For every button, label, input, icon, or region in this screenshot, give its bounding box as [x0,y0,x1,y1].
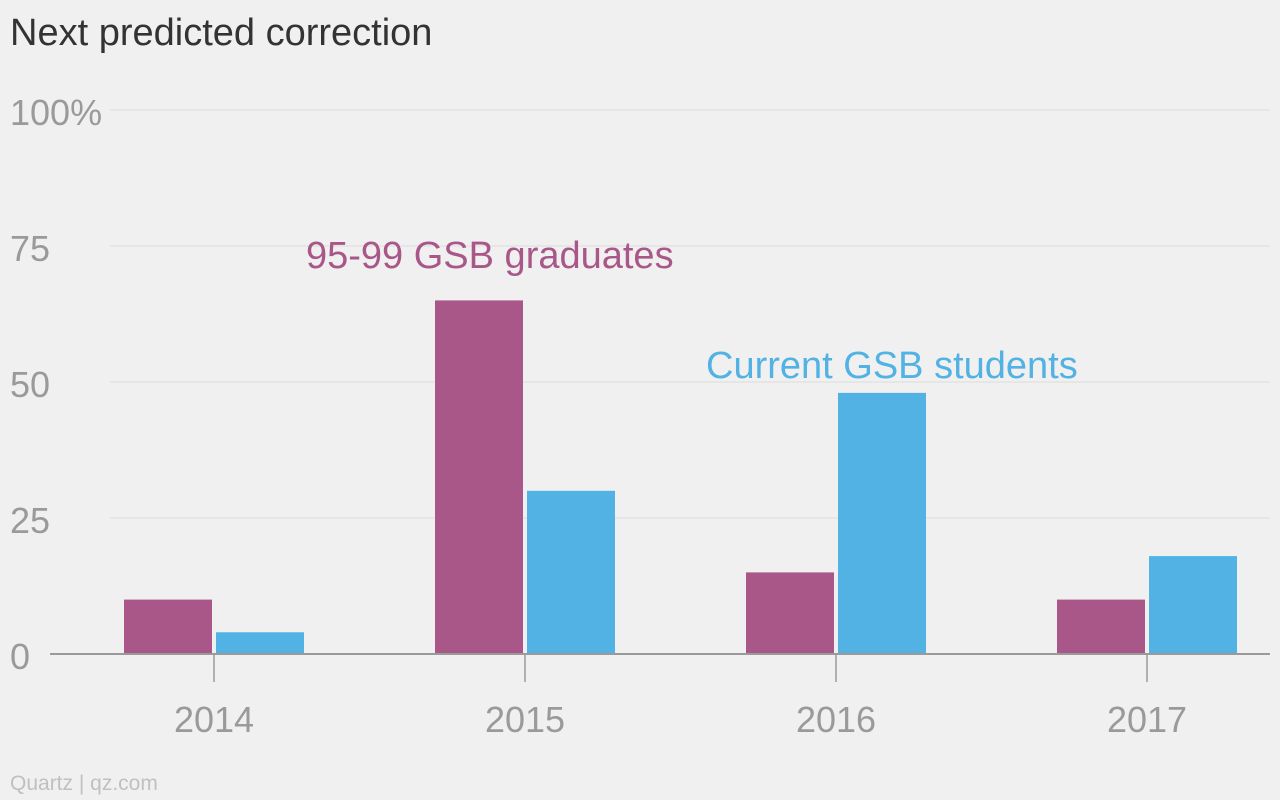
source-credit: Quartz | qz.com [10,772,158,795]
series-labels: 95-99 GSB graduates Current GSB students [306,235,1078,387]
bar-2016-series-2 [838,392,926,654]
y-tick-label-25: 25 [10,500,50,541]
bar-2015-series-1 [435,300,523,654]
y-tick-label-100: 100% [10,92,102,133]
bar-2015-series-2 [527,490,615,654]
x-tick-label-2017: 2017 [1107,699,1187,740]
y-tick-label-50: 50 [10,364,50,405]
bar-2016-series-1 [746,572,834,654]
gridlines [110,109,1270,519]
y-axis-tick-labels: 0 25 50 75 100% [10,92,102,677]
y-tick-label-0: 0 [10,636,30,677]
series-label-2: Current GSB students [706,345,1078,387]
bars [124,300,1237,654]
x-tick-label-2016: 2016 [796,699,876,740]
series-label-1: 95-99 GSB graduates [306,235,674,277]
bar-2014-series-2 [216,632,304,654]
bar-2017-series-1 [1057,599,1145,654]
x-tick-label-2014: 2014 [174,699,254,740]
bar-2014-series-1 [124,599,212,654]
y-tick-label-75: 75 [10,228,50,269]
bar-2017-series-2 [1149,556,1237,654]
x-axis-ticks: 2014 2015 2016 2017 [174,654,1187,740]
chart-title: Next predicted correction [10,12,433,54]
x-tick-label-2015: 2015 [485,699,565,740]
